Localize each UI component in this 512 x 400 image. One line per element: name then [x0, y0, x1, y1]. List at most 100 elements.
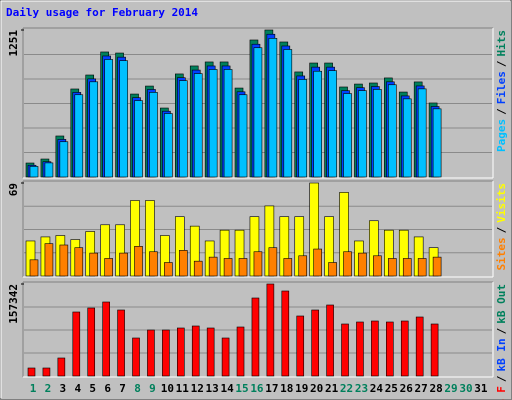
- legend-entry: kB In: [495, 338, 508, 371]
- bar: [371, 320, 379, 377]
- bar: [417, 88, 427, 178]
- bar: [417, 258, 427, 277]
- x-tick-label: 23: [355, 382, 368, 395]
- y-max-label: 157342: [7, 284, 20, 324]
- bar: [162, 329, 170, 377]
- x-tick-label: 1: [30, 382, 37, 395]
- legend-separator: /: [495, 327, 508, 334]
- x-tick-label: 30: [459, 382, 472, 395]
- x-tick-label: 8: [134, 382, 141, 395]
- bar: [400, 320, 409, 377]
- bar: [132, 337, 140, 377]
- bar: [164, 262, 173, 277]
- bar: [191, 325, 200, 377]
- x-tick-label: 31: [474, 382, 488, 395]
- bar: [266, 283, 275, 377]
- bar: [326, 304, 334, 377]
- bar: [149, 251, 158, 277]
- bar: [29, 166, 39, 178]
- bar: [193, 260, 203, 277]
- y-max-label: 69: [7, 183, 20, 196]
- legend-entry: Pages: [495, 119, 508, 152]
- bar: [117, 309, 125, 377]
- bar: [343, 93, 352, 178]
- x-tick-label: 5: [89, 382, 96, 395]
- bar: [179, 80, 188, 178]
- bar: [388, 84, 397, 178]
- bar: [208, 256, 218, 277]
- bar: [44, 243, 54, 277]
- bar: [251, 297, 260, 377]
- bar: [59, 244, 69, 277]
- legend-separator: /: [495, 108, 508, 115]
- legend: Pages / Files / Hits: [495, 30, 508, 152]
- bar: [193, 73, 203, 178]
- bar: [283, 258, 293, 277]
- bar: [313, 70, 322, 178]
- bar: [134, 100, 143, 178]
- bar: [373, 255, 382, 277]
- bar: [415, 316, 424, 377]
- bar: [341, 323, 349, 377]
- x-tick-label: 7: [119, 382, 126, 395]
- bar: [268, 38, 278, 178]
- bar: [373, 89, 382, 178]
- legend-entry: kB F: [495, 386, 508, 400]
- bar: [238, 94, 248, 178]
- x-tick-label: 16: [250, 382, 264, 395]
- x-tick-label: 4: [74, 382, 81, 395]
- x-tick-label: 15: [235, 382, 248, 395]
- bar: [27, 367, 36, 377]
- bar: [134, 246, 143, 277]
- bar: [87, 307, 96, 377]
- legend-separator: /: [495, 375, 508, 382]
- bar: [253, 47, 263, 178]
- bar: [238, 258, 248, 277]
- x-tick-label: 27: [415, 382, 428, 395]
- x-tick-label: 19: [295, 382, 308, 395]
- x-tick-label: 22: [340, 382, 353, 395]
- bar: [298, 79, 308, 178]
- x-tick-label: 10: [161, 382, 174, 395]
- bar: [432, 256, 442, 277]
- bar: [430, 323, 439, 377]
- bar: [402, 258, 412, 277]
- x-tick-label: 18: [280, 382, 293, 395]
- bar: [311, 309, 319, 377]
- bar: [328, 70, 337, 178]
- legend-entry: Visits: [495, 183, 508, 223]
- legend-separator: /: [495, 226, 508, 233]
- x-tick-label: 28: [429, 382, 442, 395]
- bar: [29, 259, 39, 277]
- x-tick-label: 17: [265, 382, 278, 395]
- bar: [236, 326, 245, 377]
- bar: [268, 247, 278, 277]
- bar: [328, 262, 337, 277]
- x-tick-label: 25: [385, 382, 398, 395]
- bar: [223, 258, 233, 277]
- bar: [402, 98, 412, 178]
- bar: [206, 327, 215, 377]
- x-tick-label: 20: [310, 382, 323, 395]
- bar: [177, 327, 185, 377]
- chart-title: Daily usage for February 2014: [6, 6, 198, 19]
- bar: [296, 315, 305, 377]
- bar: [223, 69, 233, 178]
- bar: [74, 247, 84, 277]
- bar: [313, 248, 322, 277]
- bar: [343, 251, 352, 277]
- legend-entry: Hits: [495, 30, 508, 57]
- bar: [44, 162, 54, 178]
- legend: Sites / Visits: [495, 183, 508, 271]
- bar: [89, 81, 99, 178]
- bar: [104, 59, 113, 178]
- bar: [119, 60, 128, 178]
- x-tick-label: 24: [370, 382, 384, 395]
- bar: [221, 337, 230, 377]
- bar: [149, 92, 158, 178]
- bar: [74, 94, 84, 178]
- x-tick-label: 13: [206, 382, 219, 395]
- bar: [208, 69, 218, 178]
- bar: [59, 141, 69, 178]
- bar: [358, 252, 367, 277]
